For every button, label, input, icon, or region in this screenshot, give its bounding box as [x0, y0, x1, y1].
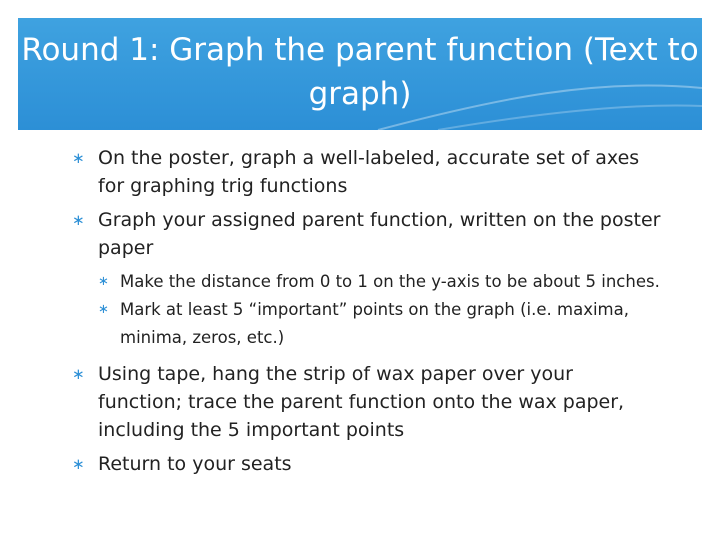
title-banner: [18, 18, 702, 130]
bullet: ∗ Using tape, hang the strip of wax paper…: [72, 360, 662, 444]
bullet: ∗ Make the distance from 0 to 1 on the y-…: [98, 268, 662, 296]
bullet-marker: ∗: [98, 274, 109, 289]
bullet-text: Graph your assigned parent function, wri…: [98, 209, 661, 259]
bullet: ∗ Return to your seats: [72, 450, 662, 478]
bullet-marker: ∗: [98, 302, 109, 317]
bullet-text: Return to your seats: [98, 453, 292, 475]
bullet-marker: ∗: [72, 211, 85, 229]
bullet-marker: ∗: [72, 365, 85, 383]
banner-decoration: [377, 84, 702, 130]
bullet: ∗ Graph your assigned parent function, wr…: [72, 206, 662, 262]
sub-list: ∗ Make the distance from 0 to 1 on the y-…: [72, 268, 662, 352]
bullet: ∗ On the poster, graph a well-labeled, ac…: [72, 144, 662, 200]
slide-title: Round 1: Graph the parent function (Text…: [21, 32, 699, 112]
bullet-text: On the poster, graph a well-labeled, acc…: [98, 147, 640, 197]
bullet-list: ∗ On the poster, graph a well-labeled, ac…: [72, 144, 662, 484]
bullet-text: Mark at least 5 “important” points on th…: [120, 300, 629, 347]
bullet-text: Using tape, hang the strip of wax paper …: [98, 363, 625, 441]
bullet-text: Make the distance from 0 to 1 on the y-a…: [120, 272, 660, 291]
bullet-marker: ∗: [72, 455, 85, 473]
bullet-marker: ∗: [72, 149, 85, 167]
bullet: ∗ Mark at least 5 “important” points on t…: [98, 296, 662, 352]
